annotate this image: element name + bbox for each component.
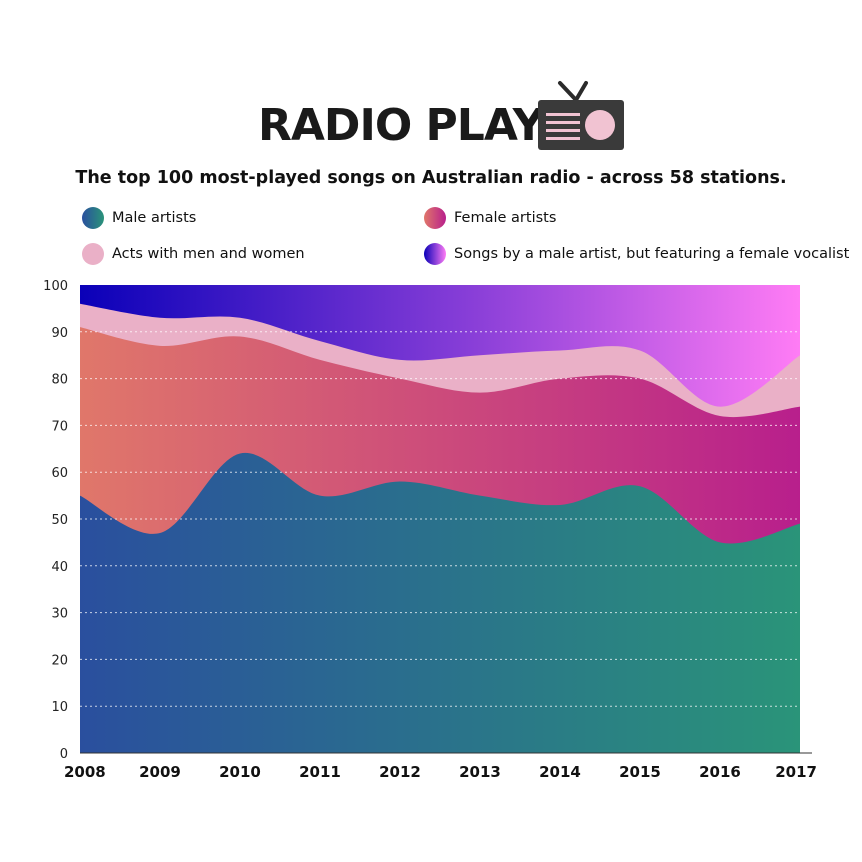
chart-subtitle: The top 100 most-played songs on Austral… — [75, 168, 787, 188]
legend-label-featuring: Songs by a male artist, but featuring a … — [454, 246, 850, 262]
y-tick-label: 90 — [51, 326, 68, 341]
x-tick-label: 2011 — [299, 763, 341, 781]
x-tick-label: 2010 — [219, 763, 261, 781]
y-tick-label: 20 — [51, 653, 68, 668]
y-tick-label: 80 — [51, 373, 68, 388]
y-tick-label: 0 — [60, 747, 68, 762]
legend-item-female: Female artists — [424, 207, 556, 229]
legend-item-featuring: Songs by a male artist, but featuring a … — [424, 243, 849, 265]
y-tick-label: 70 — [51, 419, 68, 434]
x-tick-label: 2016 — [699, 763, 741, 781]
y-tick-label: 50 — [51, 513, 68, 528]
legend-swatch-female — [424, 207, 446, 229]
x-tick-label: 2008 — [64, 763, 106, 781]
x-tick-label: 2012 — [379, 763, 421, 781]
legend-label-mixed: Acts with men and women — [112, 246, 305, 262]
retro-tv-radio-icon — [538, 81, 624, 150]
legend-label-male: Male artists — [112, 210, 197, 226]
legend-item-mixed: Acts with men and women — [82, 243, 305, 265]
legend-swatch-male — [82, 207, 104, 229]
y-tick-label: 40 — [51, 560, 68, 575]
y-tick-label: 10 — [51, 700, 68, 715]
legend-item-male: Male artists — [82, 207, 196, 229]
legend-swatch-featuring — [424, 243, 446, 265]
y-tick-label: 30 — [51, 607, 68, 622]
x-tick-label: 2009 — [139, 763, 181, 781]
title-row: RADIO PLAY — [0, 80, 862, 160]
y-tick-label: 60 — [51, 466, 68, 481]
legend-label-female: Female artists — [454, 210, 557, 226]
page-title: RADIO PLAY — [258, 100, 545, 151]
x-tick-label: 2014 — [539, 763, 581, 781]
y-tick-label: 100 — [43, 279, 68, 294]
x-tick-label: 2015 — [619, 763, 661, 781]
area-male-artists — [80, 452, 800, 753]
x-tick-label: 2017 — [775, 763, 817, 781]
legend-swatch-mixed — [82, 243, 104, 265]
x-tick-label: 2013 — [459, 763, 501, 781]
